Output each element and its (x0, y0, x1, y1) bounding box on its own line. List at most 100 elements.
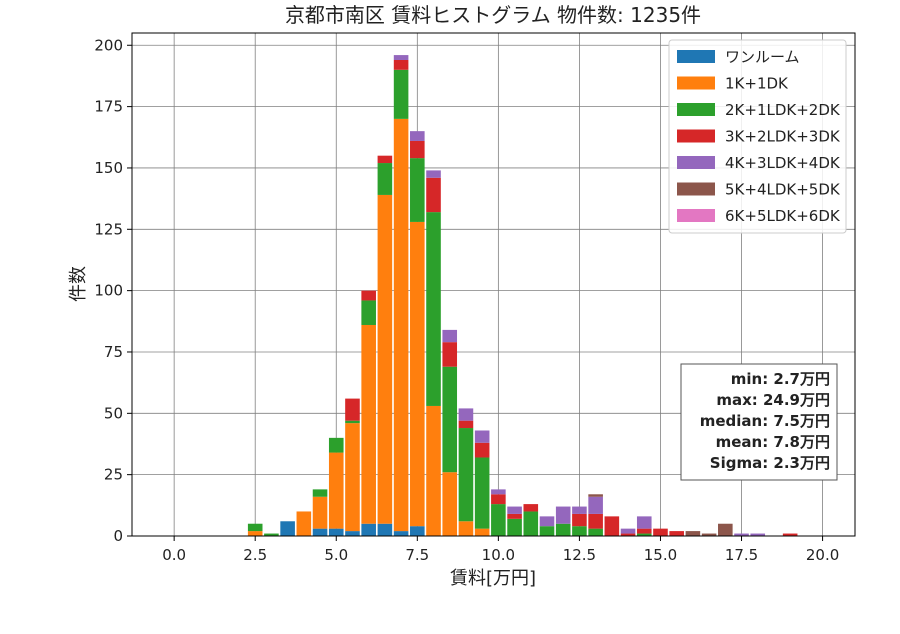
legend-swatch (677, 182, 715, 196)
histogram-bar (555, 523, 571, 536)
legend: ワンルーム 1K+1DK 2K+1LDK+2DK 3K+2LDK+3DK 4K+3LDK… (668, 39, 847, 234)
histogram-bar (312, 528, 328, 536)
histogram-bar (361, 523, 376, 536)
y-axis-ticks: 0 25 50 75 100 125 150 175 200 (94, 36, 132, 545)
histogram-bar (345, 398, 360, 421)
y-tick-label: 150 (94, 159, 123, 177)
histogram-bar (328, 437, 344, 453)
legend-swatch (677, 103, 715, 116)
stats-line: max: 24.9万円 (716, 391, 830, 409)
histogram-bar (296, 511, 312, 536)
histogram-bar (426, 405, 441, 536)
histogram-bar (345, 531, 360, 536)
legend-label: 5K+4LDK+5DK (725, 181, 841, 199)
histogram-bar (426, 177, 441, 213)
histogram-bar (734, 533, 749, 536)
y-tick-label: 200 (94, 36, 123, 54)
histogram-bar (572, 513, 587, 527)
histogram-bar (474, 430, 490, 443)
x-axis-ticks: 0.0 2.5 5.0 7.5 10.0 12.5 15.0 17.5 20.0 (162, 536, 839, 564)
histogram-bar (393, 118, 409, 532)
histogram-bar (410, 131, 425, 141)
histogram-bar (685, 531, 701, 536)
histogram-bar (539, 516, 555, 527)
legend-label: 1K+1DK (725, 75, 789, 93)
stats-box: min: 2.7万円 max: 24.9万円 median: 7.5万円 mean: … (680, 363, 838, 481)
stats-line: Sigma: 2.3万円 (710, 454, 830, 472)
histogram-bar (264, 533, 279, 536)
legend-swatch (677, 209, 715, 222)
legend-label: ワンルーム (725, 48, 800, 66)
histogram-bar (410, 526, 425, 536)
histogram-bar (458, 428, 474, 522)
chart-title: 京都市南区 賃料ヒストグラム 物件数: 1235件 (285, 3, 701, 27)
x-axis-label: 賃料[万円] (450, 568, 536, 589)
y-tick-label: 0 (113, 527, 123, 545)
histogram-bar (539, 526, 555, 536)
x-tick-label: 5.0 (324, 546, 348, 564)
stats-line: min: 2.7万円 (731, 370, 830, 388)
histogram-bar (458, 408, 474, 421)
plot-frame (131, 32, 856, 537)
histogram-bar (588, 496, 603, 514)
histogram-bar (377, 523, 393, 536)
histogram-bar (361, 324, 376, 524)
histogram-bar (701, 533, 717, 536)
histogram-bar (491, 504, 506, 536)
y-tick-label: 25 (104, 466, 123, 484)
histogram-bar (410, 140, 425, 159)
histogram-bar (247, 531, 263, 536)
histogram-bar (247, 523, 263, 532)
histogram-bar (328, 452, 344, 529)
x-tick-label: 17.5 (725, 546, 758, 564)
histogram-bar (393, 59, 409, 70)
histogram-bar (572, 526, 587, 536)
histogram-bar (312, 489, 328, 497)
histogram-bar (782, 533, 798, 536)
x-tick-label: 20.0 (806, 546, 839, 564)
histogram-bar (669, 531, 684, 536)
histogram-bar (750, 533, 766, 536)
histogram-bar (393, 55, 409, 60)
bars (247, 55, 798, 536)
histogram-bar (280, 521, 295, 536)
histogram-bar (636, 528, 652, 534)
histogram-bar (442, 342, 458, 367)
stats-box-frame (680, 363, 838, 481)
legend-label: 3K+2LDK+3DK (725, 128, 841, 146)
histogram-bar (426, 212, 441, 406)
histogram-bar (588, 528, 603, 536)
histogram-bar (588, 513, 603, 529)
histogram-bar (491, 489, 506, 495)
histogram-bar (345, 423, 360, 532)
histogram-bar (474, 457, 490, 529)
legend-swatch (677, 156, 715, 169)
histogram-bar (491, 494, 506, 505)
x-tick-label: 15.0 (644, 546, 677, 564)
legend-label: 4K+3LDK+4DK (725, 154, 841, 172)
histogram-bar (636, 516, 652, 529)
histogram-bar (572, 506, 587, 514)
histogram-bar (620, 528, 636, 534)
legend-swatch (677, 76, 715, 90)
histogram-bar (328, 528, 344, 536)
histogram-bar (377, 163, 393, 195)
histogram-bar (458, 521, 474, 536)
histogram-bar (393, 69, 409, 119)
histogram-bar (442, 329, 458, 343)
histogram-bar (588, 494, 603, 497)
stats-line: mean: 7.8万円 (716, 433, 830, 451)
histogram-bar (523, 511, 539, 536)
histogram-bar (442, 366, 458, 473)
histogram-bar (312, 496, 328, 529)
histogram-bar (555, 506, 571, 524)
histogram-bar (620, 533, 636, 536)
histogram-bar (653, 528, 668, 536)
histogram-bar (410, 221, 425, 527)
y-tick-label: 125 (94, 220, 123, 238)
legend-label: 6K+5LDK+6DK (725, 207, 841, 225)
histogram-bar (507, 518, 522, 536)
y-tick-label: 75 (104, 343, 123, 361)
